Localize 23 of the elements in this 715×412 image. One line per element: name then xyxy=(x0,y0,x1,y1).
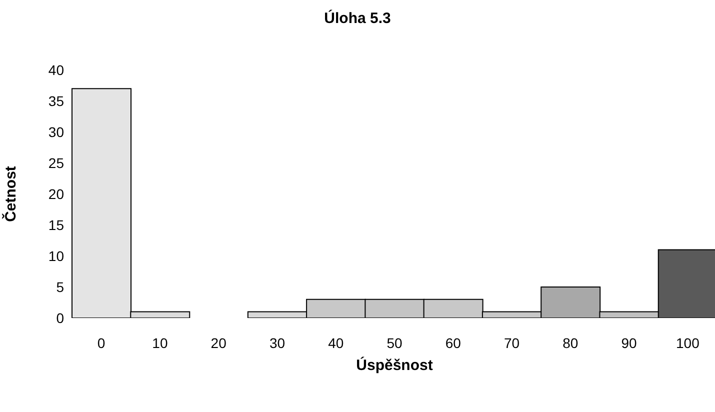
y-tick-label: 5 xyxy=(56,278,64,295)
y-tick-label: 0 xyxy=(56,310,64,326)
x-tick-label: 0 xyxy=(97,334,106,351)
x-axis-title: Úspěšnost xyxy=(356,356,433,374)
chart-title: Úloha 5.3 xyxy=(323,10,392,27)
x-tick-label: 10 xyxy=(152,334,168,351)
x-tick-label: 30 xyxy=(269,334,286,351)
y-tick-label: 10 xyxy=(48,248,64,264)
y-tick-label: 30 xyxy=(48,124,64,140)
x-tick-label: 70 xyxy=(504,334,520,351)
x-tick-label: 90 xyxy=(621,334,638,351)
y-tick-label: 20 xyxy=(48,186,64,202)
x-tick-label: 50 xyxy=(386,334,402,351)
y-axis-title: Četnost xyxy=(1,166,20,222)
x-tick-label: 80 xyxy=(562,334,578,351)
y-tick-label: 40 xyxy=(48,62,64,78)
y-tick-label: 15 xyxy=(48,216,64,233)
x-tick-label: 20 xyxy=(210,334,227,351)
x-tick-label: 40 xyxy=(328,334,344,351)
y-tick-label: 25 xyxy=(48,154,64,171)
x-tick-label: 60 xyxy=(445,334,462,351)
x-tick-label: 100 xyxy=(676,334,700,351)
y-tick-label: 35 xyxy=(48,92,64,109)
